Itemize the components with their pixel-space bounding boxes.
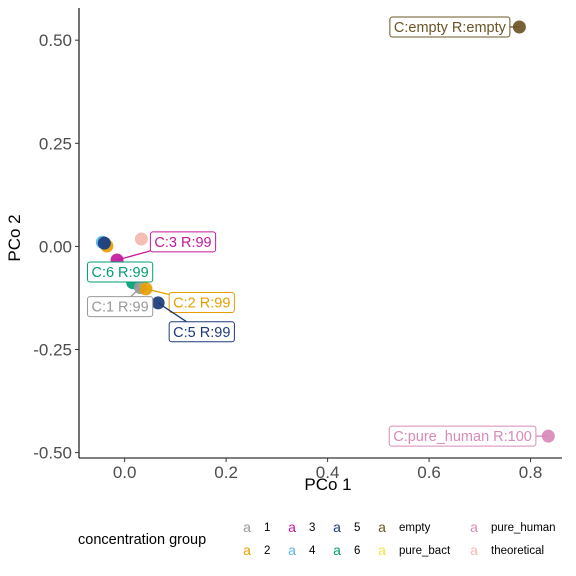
point-label-text: C:1 R:99 bbox=[91, 300, 148, 316]
point-label-text: C:pure_human R:100 bbox=[393, 429, 532, 445]
point-label-leader bbox=[157, 302, 188, 323]
point-label-leader bbox=[130, 287, 141, 298]
legend-key: a bbox=[470, 542, 478, 558]
point-label-box bbox=[388, 425, 537, 447]
point-label-leader bbox=[116, 250, 151, 261]
legend-title: concentration group bbox=[78, 532, 206, 548]
point-label-1: C:1 R:99 bbox=[86, 287, 154, 318]
x-axis-title: PCo 1 bbox=[304, 475, 351, 494]
legend-key: a bbox=[288, 542, 296, 558]
legend-key: a bbox=[378, 519, 386, 535]
legend-label: 2 bbox=[264, 545, 270, 557]
point-label-text: C:6 R:99 bbox=[91, 265, 148, 281]
y-tick-label: -0.25 bbox=[33, 341, 72, 360]
point-label-box bbox=[389, 16, 511, 38]
point-label-empty: C:empty R:empty bbox=[389, 16, 520, 38]
legend-key: a bbox=[378, 542, 386, 558]
legend-label: 4 bbox=[309, 545, 316, 557]
legend-label: pure_bact bbox=[399, 545, 451, 557]
legend-key: a bbox=[470, 519, 478, 535]
point-label-3: C:3 R:99 bbox=[116, 231, 217, 261]
x-tick-label: 0.0 bbox=[113, 463, 137, 482]
point-label-box bbox=[86, 296, 154, 318]
point-label-6: C:6 R:99 bbox=[86, 261, 154, 284]
y-axis-title: PCo 2 bbox=[5, 214, 24, 261]
legend-label: 5 bbox=[354, 522, 360, 534]
point-label-pure_human: C:pure_human R:100 bbox=[388, 425, 549, 447]
point-label-text: C:empty R:empty bbox=[394, 20, 507, 36]
point-label-box bbox=[86, 261, 154, 283]
point-label-text: C:3 R:99 bbox=[154, 235, 211, 251]
legend-label: 6 bbox=[354, 545, 360, 557]
point-labels: C:empty R:empty C:pure_human R:100 C:3 R:9… bbox=[86, 16, 549, 447]
point-label-leader bbox=[145, 288, 170, 296]
point-label-box bbox=[168, 292, 235, 314]
legend-item-empty: a empty bbox=[378, 519, 430, 535]
point-label-box bbox=[168, 321, 235, 343]
y-tick-label: -0.50 bbox=[33, 444, 72, 463]
data-point-theoretical bbox=[134, 232, 148, 246]
point-label-5: C:5 R:99 bbox=[157, 302, 235, 343]
point-label-box bbox=[149, 231, 217, 253]
x-tick-label: 0.2 bbox=[214, 463, 238, 482]
legend-item-pure_bact: a pure_bact bbox=[378, 542, 451, 558]
legend-label: 3 bbox=[309, 522, 315, 534]
legend-label: theoretical bbox=[491, 545, 544, 557]
point-label-text: C:5 R:99 bbox=[173, 325, 230, 341]
point-label-text: C:2 R:99 bbox=[173, 296, 230, 312]
x-tick-label: 0.4 bbox=[316, 463, 340, 482]
point-label-2: C:2 R:99 bbox=[145, 288, 235, 314]
legend-item-theoretical: a theoretical bbox=[470, 542, 544, 558]
legend-label: empty bbox=[399, 522, 431, 534]
legend-key: a bbox=[333, 519, 341, 535]
legend-label: pure_human bbox=[491, 522, 556, 534]
x-tick-label: 0.6 bbox=[417, 463, 441, 482]
x-tick-label: 0.8 bbox=[519, 463, 543, 482]
legend-key: a bbox=[243, 542, 251, 558]
y-tick-label: 0.00 bbox=[39, 237, 72, 256]
data-point-5 bbox=[97, 236, 111, 250]
legend-item-pure_human: a pure_human bbox=[470, 519, 555, 535]
legend-key: a bbox=[333, 542, 341, 558]
legend-label: 1 bbox=[264, 522, 270, 534]
legend-key: a bbox=[288, 519, 296, 535]
y-tick-label: 0.50 bbox=[39, 31, 72, 50]
axes: 0.50 0.25 0.00 -0.25 -0.50 0.0 0.2 0.4 0.6 0.8 bbox=[33, 8, 562, 482]
y-tick-label: 0.25 bbox=[39, 134, 72, 153]
legend-key: a bbox=[243, 519, 251, 535]
